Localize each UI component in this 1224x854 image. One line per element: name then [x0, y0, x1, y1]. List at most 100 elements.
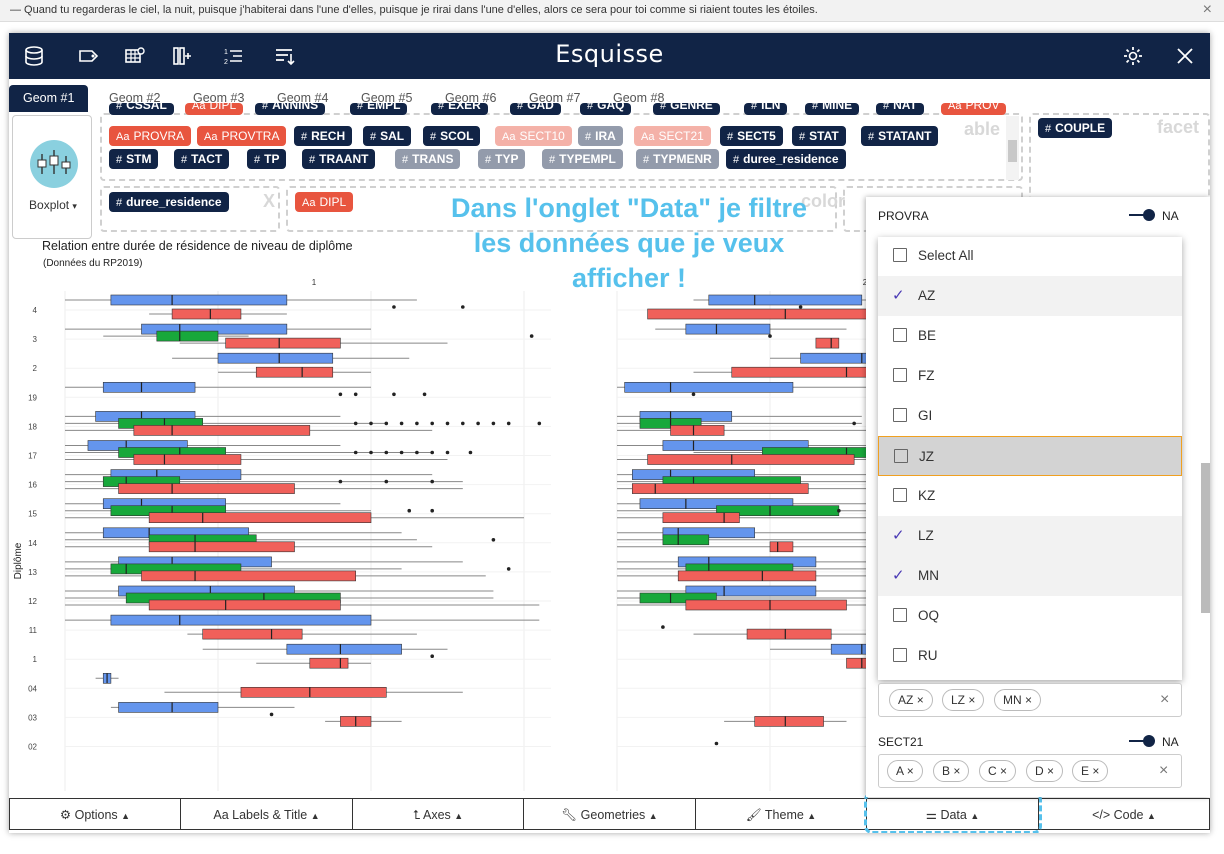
chip[interactable]: B ×	[933, 760, 970, 782]
variables-scrollbar[interactable]	[1006, 116, 1019, 180]
checkbox[interactable]	[893, 248, 907, 262]
chip-remove-icon[interactable]: ×	[968, 693, 976, 707]
variable-pill[interactable]: Aa DIPL	[185, 103, 244, 115]
variable-pill[interactable]: # TYP	[478, 149, 526, 169]
provra-na-toggle[interactable]	[1129, 209, 1157, 221]
checkbox[interactable]	[893, 648, 907, 662]
close-icon[interactable]	[1174, 45, 1196, 67]
tab-labels-title[interactable]: Aa Labels & Title ▲	[180, 798, 353, 830]
chip[interactable]: E ×	[1072, 760, 1109, 782]
variable-pill[interactable]: # EMPL	[350, 103, 408, 115]
chip-remove-icon[interactable]: ×	[1000, 764, 1008, 778]
chip-remove-icon[interactable]: ×	[1047, 764, 1055, 778]
variable-pill[interactable]: # GENRE	[653, 103, 720, 115]
variable-pill[interactable]: # TP	[247, 149, 287, 169]
checkbox[interactable]	[893, 328, 907, 342]
variable-pill[interactable]: # TRANS	[395, 149, 461, 169]
tab-geom-1[interactable]: Geom #1	[9, 85, 89, 112]
x-pill[interactable]: # duree_residence	[109, 192, 229, 212]
variable-pill[interactable]: # MINE	[805, 103, 860, 115]
chip-lz[interactable]: LZ ×	[942, 689, 985, 711]
chip[interactable]: A ×	[887, 760, 923, 782]
variable-pill[interactable]: Aa PROV	[941, 103, 1007, 115]
check-icon[interactable]: ✓	[892, 527, 905, 544]
variable-pill[interactable]: # CSSAL	[109, 103, 174, 115]
variable-pill[interactable]: # TACT	[174, 149, 230, 169]
columns-add-icon[interactable]	[171, 45, 193, 67]
variable-pill[interactable]: # TRAANT	[302, 149, 376, 169]
sect21-na-toggle[interactable]	[1129, 735, 1157, 747]
chip-remove-icon[interactable]: ×	[906, 764, 914, 778]
facet-pill[interactable]: # COUPLE	[1038, 118, 1113, 138]
clear-icon[interactable]: ×	[1160, 691, 1170, 708]
y-pill[interactable]: Aa DIPL	[295, 192, 354, 212]
chip-remove-icon[interactable]: ×	[953, 764, 961, 778]
gear-icon[interactable]	[1122, 45, 1144, 67]
tab-geom-8[interactable]: Geom #8	[613, 91, 665, 105]
option-be[interactable]: BE	[878, 316, 1182, 356]
variable-pill[interactable]: # SAL	[363, 126, 412, 146]
option-mn[interactable]: ✓ MN	[878, 556, 1182, 596]
geom-selector[interactable]: Boxplot ▾	[12, 115, 92, 239]
variable-pill[interactable]: Aa SECT21	[634, 126, 711, 146]
chip-remove-icon[interactable]: ×	[1092, 764, 1100, 778]
variables-scroll-thumb[interactable]	[1008, 140, 1017, 162]
variable-pill[interactable]: # STM	[109, 149, 159, 169]
check-icon[interactable]: ✓	[892, 567, 905, 584]
variable-pill[interactable]: # ILN	[744, 103, 788, 115]
clear-icon[interactable]: ×	[1159, 762, 1169, 779]
option-kz[interactable]: KZ	[878, 476, 1182, 516]
quote-close-icon[interactable]: ×	[1202, 1, 1212, 18]
tab-geom-2[interactable]: Geom #2	[109, 91, 161, 105]
tab-code[interactable]: </> Code ▲	[1038, 798, 1210, 830]
checkbox[interactable]	[894, 449, 908, 463]
variable-pill[interactable]: # NAT	[876, 103, 924, 115]
chip[interactable]: D ×	[1026, 760, 1064, 782]
variable-pill[interactable]: # EXER	[431, 103, 488, 115]
tab-theme[interactable]: 🖌︎ Theme ▲	[695, 798, 867, 830]
option-gi[interactable]: GI	[878, 396, 1182, 436]
sect21-selected[interactable]: A × B × C × D × E × ×	[878, 754, 1182, 788]
variable-pill[interactable]: # TYPEMPL	[542, 149, 623, 169]
panel-scrollbar[interactable]	[1201, 463, 1210, 613]
tab-axes[interactable]: ⮤ Axes ▲	[352, 798, 524, 830]
variable-pill[interactable]: # GAD	[510, 103, 561, 115]
variable-pill[interactable]: Aa SECT10	[495, 126, 572, 146]
sort-filter-icon[interactable]	[273, 45, 295, 67]
variable-pill[interactable]: # TYPMENR	[636, 149, 719, 169]
tag-icon[interactable]	[78, 45, 100, 67]
provra-selected[interactable]: AZ × LZ × MN × ×	[878, 683, 1182, 717]
chip-mn[interactable]: MN ×	[994, 689, 1042, 711]
option-fz[interactable]: FZ	[878, 356, 1182, 396]
check-icon[interactable]: ✓	[892, 287, 905, 304]
option-jz[interactable]: JZ	[878, 436, 1182, 476]
checkbox[interactable]	[893, 368, 907, 382]
tab-options[interactable]: ⚙ Options ▲	[9, 798, 181, 830]
variable-pill[interactable]: # RECH	[294, 126, 353, 146]
variable-pill[interactable]: # SCOL	[423, 126, 481, 146]
chip-az[interactable]: AZ ×	[889, 689, 933, 711]
variable-pill[interactable]: Aa PROVTRA	[197, 126, 287, 146]
checkbox[interactable]	[893, 408, 907, 422]
tab-geometries[interactable]: 🔧︎ Geometries ▲	[523, 798, 696, 830]
tab-geom-5[interactable]: Geom #5	[361, 91, 413, 105]
database-icon[interactable]	[23, 45, 45, 67]
option-lz[interactable]: ✓ LZ	[878, 516, 1182, 556]
variable-pill[interactable]: # STAT	[792, 126, 846, 146]
grid-settings-icon[interactable]	[124, 45, 146, 67]
option-az[interactable]: ✓ AZ	[878, 276, 1182, 316]
chip-remove-icon[interactable]: ×	[1025, 693, 1033, 707]
option-oq[interactable]: OQ	[878, 596, 1182, 636]
variable-pill[interactable]: # GAQ	[580, 103, 632, 115]
variable-pill[interactable]: # IRA	[578, 126, 623, 146]
tab-geom-4[interactable]: Geom #4	[277, 91, 329, 105]
variable-pill[interactable]: Aa PROVRA	[109, 126, 192, 146]
option-select-all[interactable]: Select All	[878, 237, 1182, 276]
checkbox[interactable]	[893, 608, 907, 622]
option-ru[interactable]: RU	[878, 636, 1182, 676]
tab-geom-6[interactable]: Geom #6	[445, 91, 497, 105]
tab-geom-3[interactable]: Geom #3	[193, 91, 245, 105]
variable-pill[interactable]: # SECT5	[720, 126, 783, 146]
variable-pill[interactable]: # STATANT	[861, 126, 939, 146]
